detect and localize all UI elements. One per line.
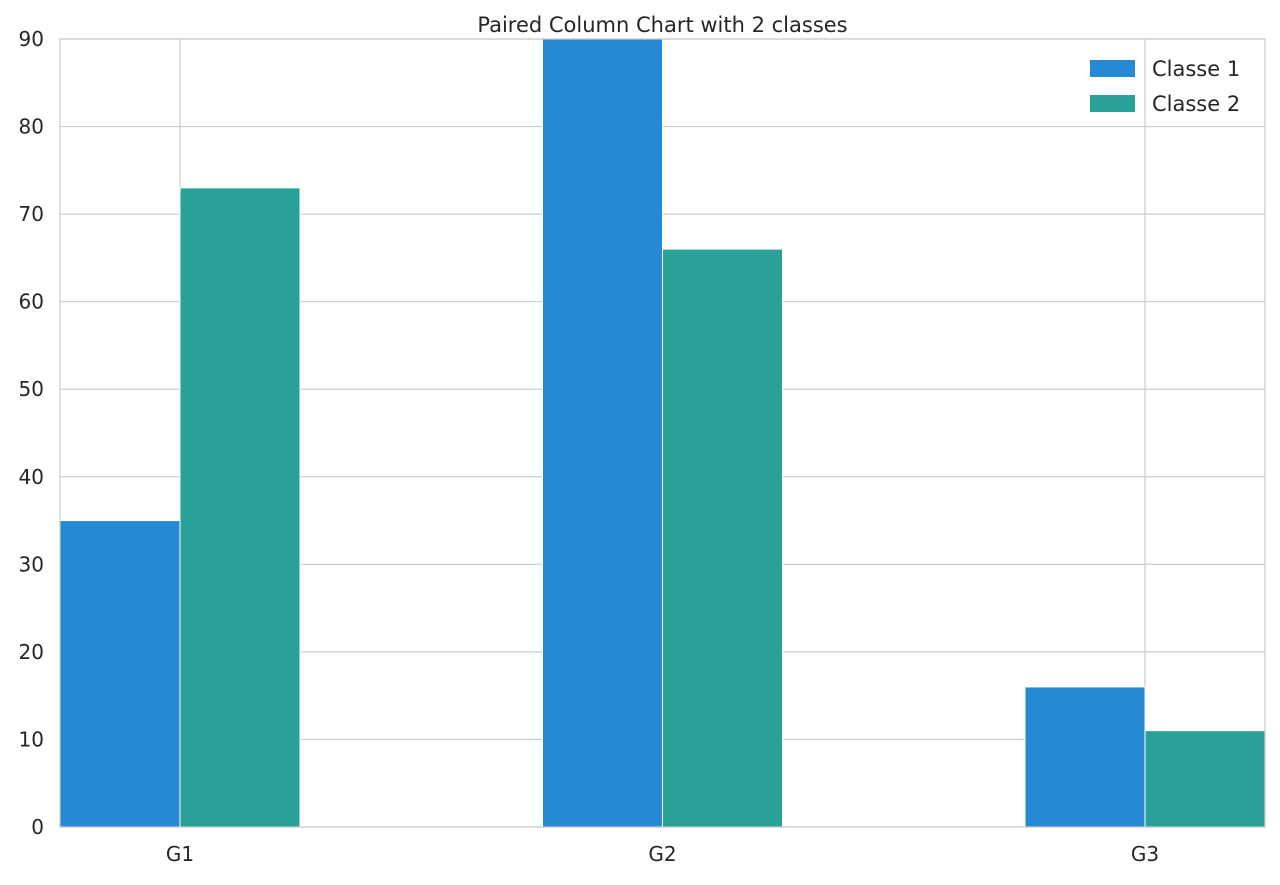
- y-tick-label: 90: [19, 27, 44, 51]
- legend-swatch: [1090, 60, 1135, 77]
- legend: Classe 1 Classe 2: [1090, 57, 1240, 116]
- y-tick-label: 0: [31, 815, 44, 839]
- y-tick-label: 20: [19, 640, 44, 664]
- y-tick-label: 30: [19, 552, 44, 576]
- bar-classe-2-g2: [662, 248, 783, 828]
- bars: [59, 38, 1266, 828]
- x-tick-label: G2: [648, 842, 676, 866]
- x-tick-label: G3: [1131, 842, 1159, 866]
- y-tick-label: 60: [19, 290, 44, 314]
- bar-classe-1-g3: [1024, 686, 1146, 828]
- y-tick-label: 80: [19, 115, 44, 139]
- legend-label: Classe 2: [1152, 92, 1240, 116]
- legend-label: Classe 1: [1152, 57, 1240, 81]
- plot-frame: [59, 38, 1266, 828]
- bar-classe-2-g1: [179, 187, 301, 828]
- y-tick-label: 70: [19, 202, 44, 226]
- bar-classe-1-g2: [542, 38, 663, 828]
- chart-title: Paired Column Chart with 2 classes: [477, 13, 847, 37]
- bar-classe-2-g3: [1144, 730, 1266, 828]
- tick-labels: 0 10 20 30 40 50 60 70 80 90 G1 G2 G3: [19, 27, 1160, 866]
- bar-classe-1-g1: [59, 520, 181, 828]
- y-tick-label: 40: [19, 465, 44, 489]
- y-tick-label: 10: [19, 727, 44, 751]
- y-tick-label: 50: [19, 377, 44, 401]
- x-tick-label: G1: [166, 842, 194, 866]
- legend-swatch: [1090, 95, 1135, 112]
